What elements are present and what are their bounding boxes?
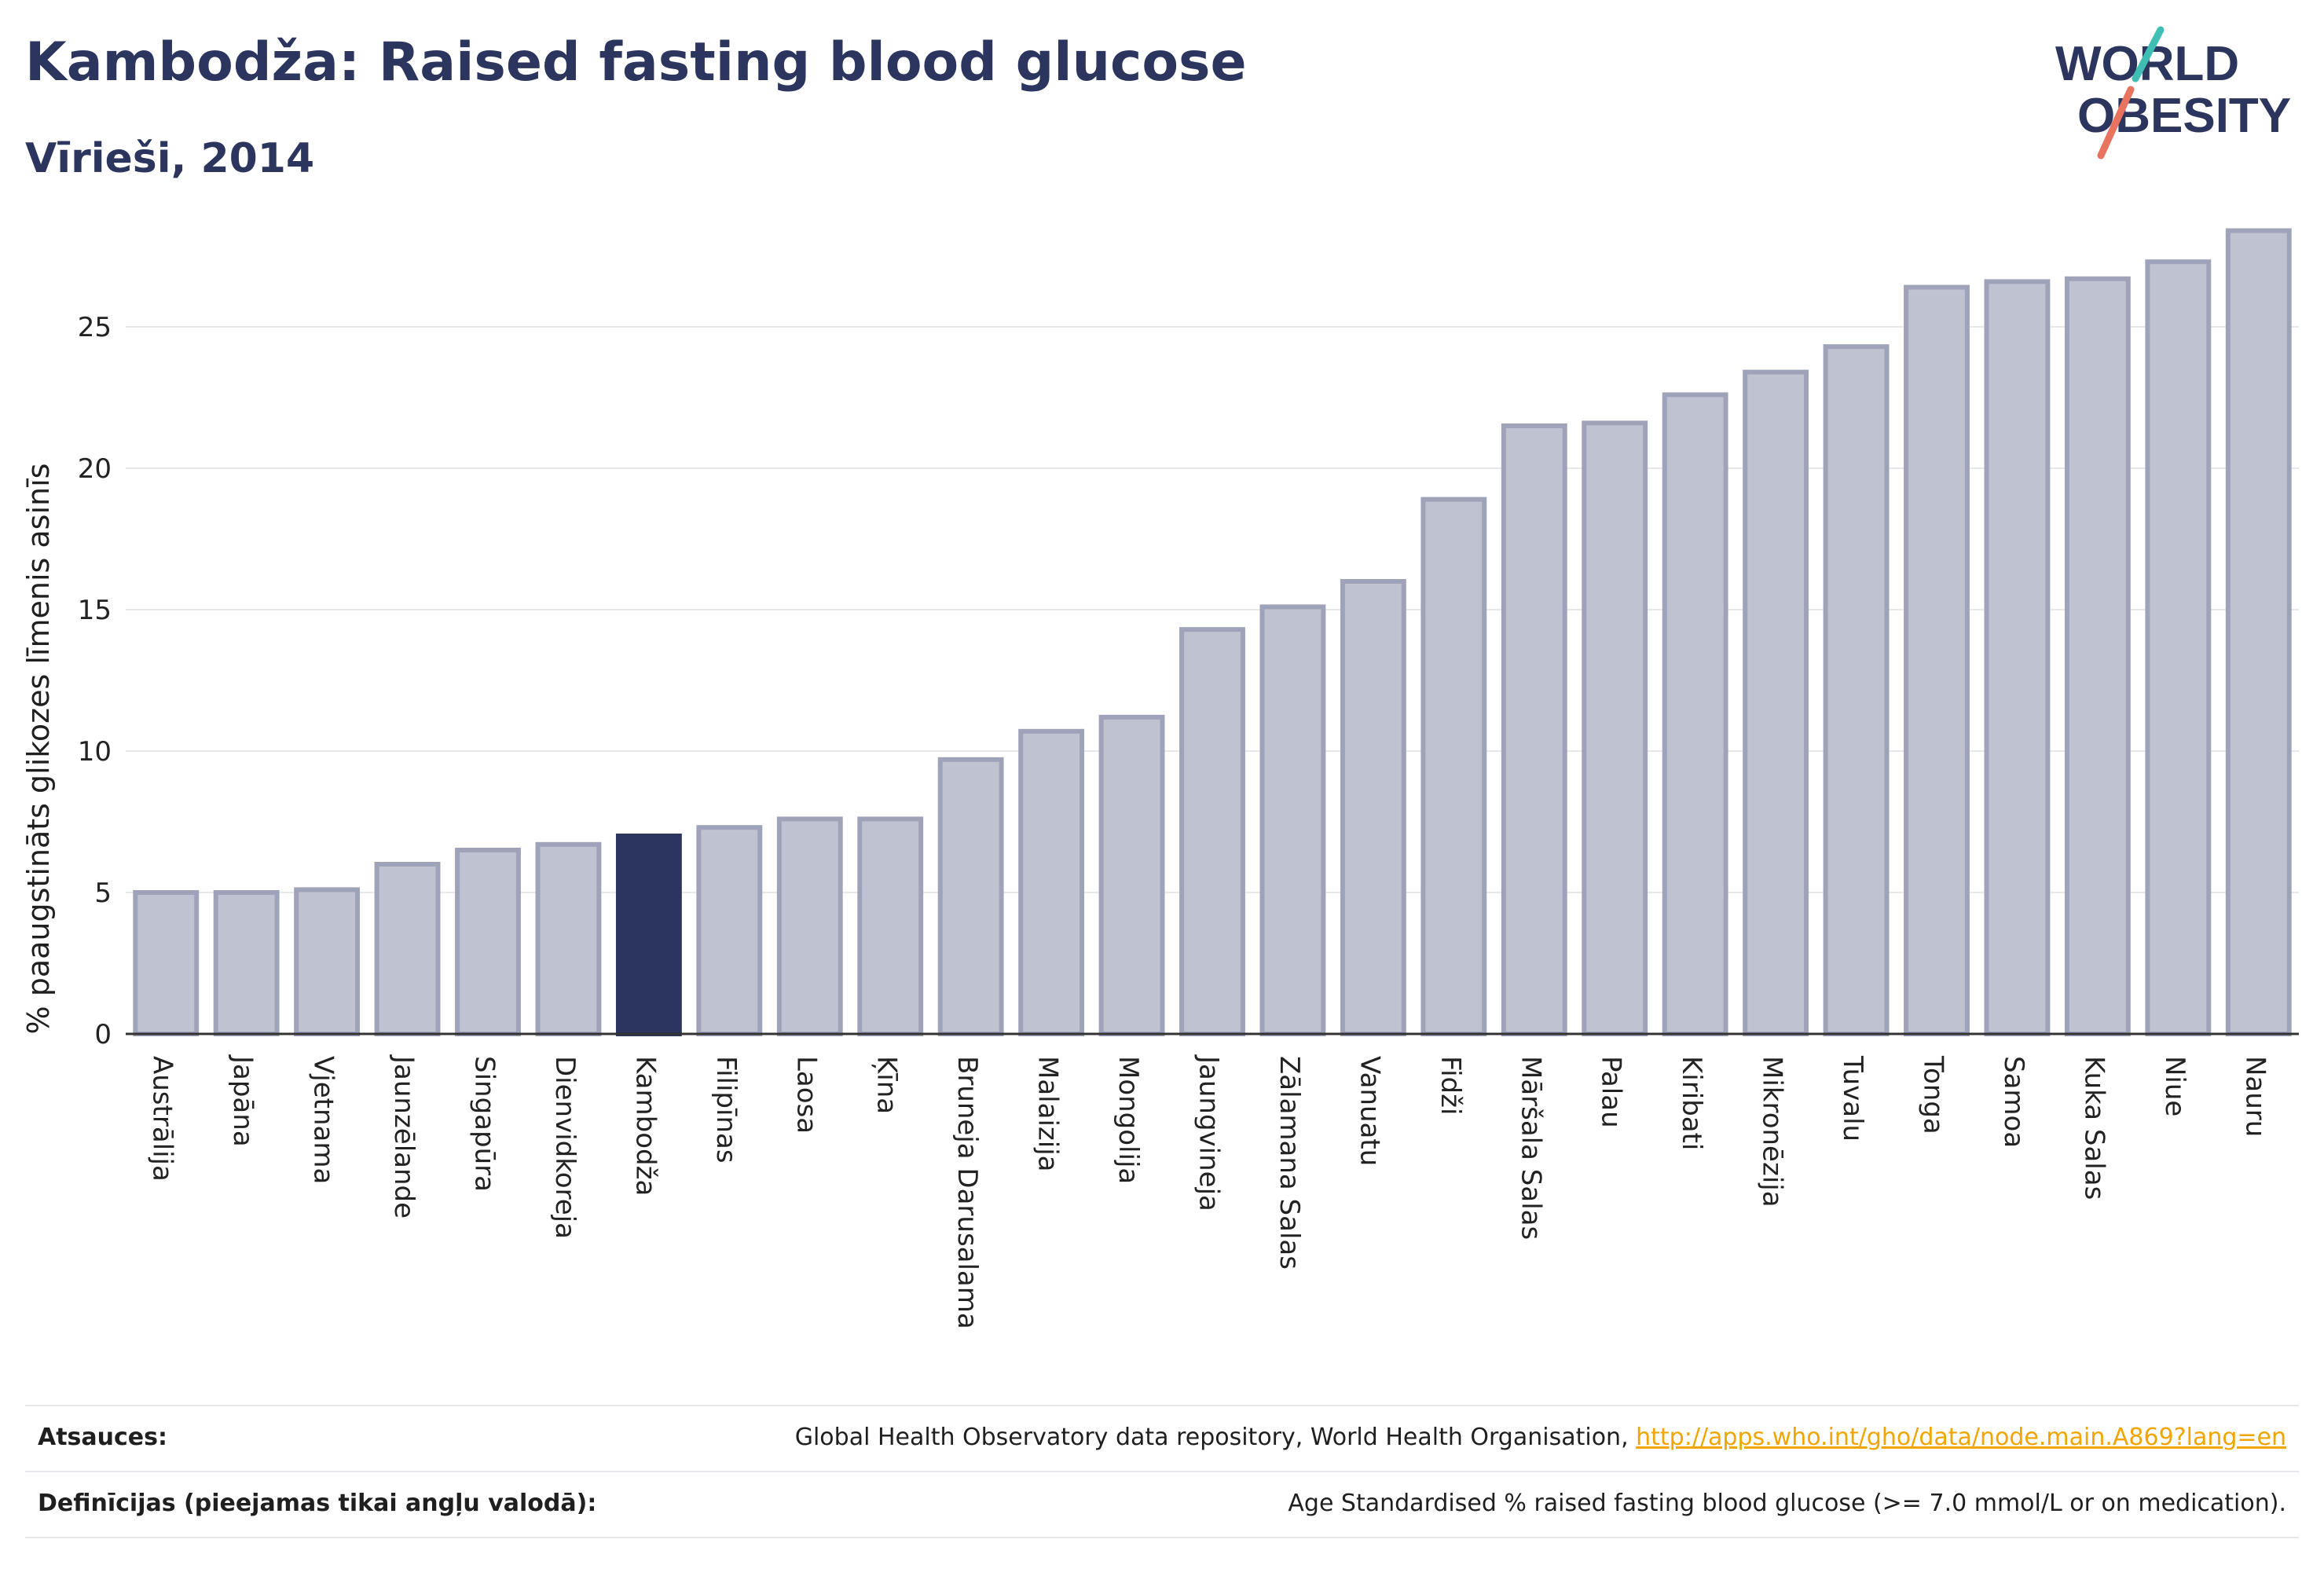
x-tick-label: Palau — [1596, 1056, 1627, 1128]
x-tick-label: Nauru — [2239, 1056, 2271, 1137]
bar — [133, 890, 200, 1036]
y-tick-label: 15 — [78, 595, 112, 626]
bar — [857, 816, 924, 1037]
x-tick-label: Kambodža — [629, 1056, 661, 1196]
bar — [374, 862, 441, 1036]
x-tick-label: Mongolija — [1113, 1056, 1144, 1184]
bar — [1582, 420, 1648, 1036]
y-tick-label: 20 — [78, 453, 112, 485]
y-tick-label: 10 — [78, 736, 112, 768]
footer-sources-row: Atsauces: Global Health Observatory data… — [25, 1405, 2299, 1471]
y-tick-label: 25 — [78, 312, 112, 343]
x-tick-label: Vjetnama — [308, 1056, 339, 1184]
bar — [1420, 497, 1487, 1036]
bar — [1823, 344, 1890, 1036]
bar — [696, 825, 763, 1036]
bar — [1259, 604, 1326, 1036]
bar — [1904, 284, 1970, 1037]
bar — [455, 848, 521, 1036]
x-tick-label: Laosa — [790, 1056, 822, 1134]
x-tick-label: Niue — [2159, 1056, 2190, 1116]
bar — [1501, 423, 1567, 1036]
footer-definitions-row: Definīcijas (pieejamas tikai angļu valod… — [25, 1471, 2299, 1537]
sources-label: Atsauces: — [38, 1424, 167, 1451]
bar — [1662, 392, 1728, 1036]
x-tick-label: Ķīna — [871, 1056, 903, 1114]
x-tick-label: Dienvidkoreja — [549, 1056, 581, 1239]
x-tick-label: Bruneja Darusalama — [951, 1056, 983, 1329]
logo-word-world: WORLD — [2055, 37, 2239, 91]
y-tick-label: 5 — [94, 878, 112, 909]
bar — [1098, 714, 1165, 1036]
axis-labels: 0 5 10 15 20 25 Austrālija Japāna Vjetnama Jaunzē… — [21, 312, 2271, 1329]
x-tick-label: Jaungvineja — [1193, 1054, 1225, 1211]
x-tick-label: Filipīnas — [710, 1056, 742, 1164]
sources-text: Global Health Observatory data repositor… — [794, 1424, 1637, 1451]
x-tick-label: Tuvalu — [1837, 1055, 1868, 1142]
bars — [133, 228, 2292, 1037]
page-subtitle: Vīrieši, 2014 — [25, 135, 315, 182]
x-tick-label: Māršala Salas — [1515, 1056, 1546, 1240]
bar — [615, 834, 682, 1036]
bar — [535, 841, 602, 1037]
bar — [2145, 259, 2212, 1036]
y-tick-label: 0 — [94, 1019, 112, 1050]
world-obesity-logo: WORLD OBESITY — [2055, 26, 2291, 159]
sources-value: Global Health Observatory data repositor… — [795, 1424, 2286, 1451]
bar — [937, 757, 1004, 1036]
x-tick-label: Tonga — [1918, 1055, 1949, 1134]
x-tick-label: Malaizija — [1032, 1056, 1064, 1171]
x-tick-label: Samoa — [1998, 1056, 2029, 1148]
x-tick-label: Fidži — [1435, 1056, 1466, 1115]
x-tick-label: Japāna — [227, 1054, 258, 1147]
definitions-value: Age Standardised % raised fasting blood … — [1288, 1490, 2286, 1517]
x-tick-label: Kiribati — [1676, 1056, 1707, 1150]
bar — [1179, 627, 1245, 1036]
bar — [1743, 369, 1809, 1037]
x-tick-label: Mikronēzija — [1757, 1056, 1788, 1208]
bar — [294, 887, 361, 1037]
logo-slash-coral — [2097, 86, 2135, 159]
bar — [776, 816, 843, 1037]
x-tick-label: Singapūra — [469, 1056, 500, 1192]
x-tick-label: Kuka Salas — [2078, 1056, 2110, 1200]
x-tick-label: Vanuatu — [1354, 1056, 1385, 1166]
x-tick-label: Jaunzēlande — [388, 1054, 420, 1219]
y-axis-title: % paaugstināts glikozes līmenis asinīs — [21, 464, 56, 1035]
bar — [1340, 579, 1406, 1036]
page-title: Kambodža: Raised fasting blood glucose — [25, 31, 1247, 93]
x-tick-label: Zālamana Salas — [1274, 1056, 1305, 1270]
bar — [213, 890, 280, 1036]
logo-slash-teal — [2132, 26, 2165, 82]
bar — [2225, 228, 2292, 1037]
bar-chart: 0 5 10 15 20 25 Austrālija Japāna Vjetnama Jaunzē… — [21, 228, 2299, 1329]
bar — [1018, 728, 1085, 1036]
definitions-label: Definīcijas (pieejamas tikai angļu valod… — [38, 1490, 597, 1517]
bar — [1984, 279, 2051, 1036]
sources-link[interactable]: http://apps.who.int/gho/data/node.main.A… — [1636, 1424, 2286, 1451]
bar — [2064, 276, 2131, 1036]
x-tick-label: Austrālija — [147, 1056, 178, 1182]
